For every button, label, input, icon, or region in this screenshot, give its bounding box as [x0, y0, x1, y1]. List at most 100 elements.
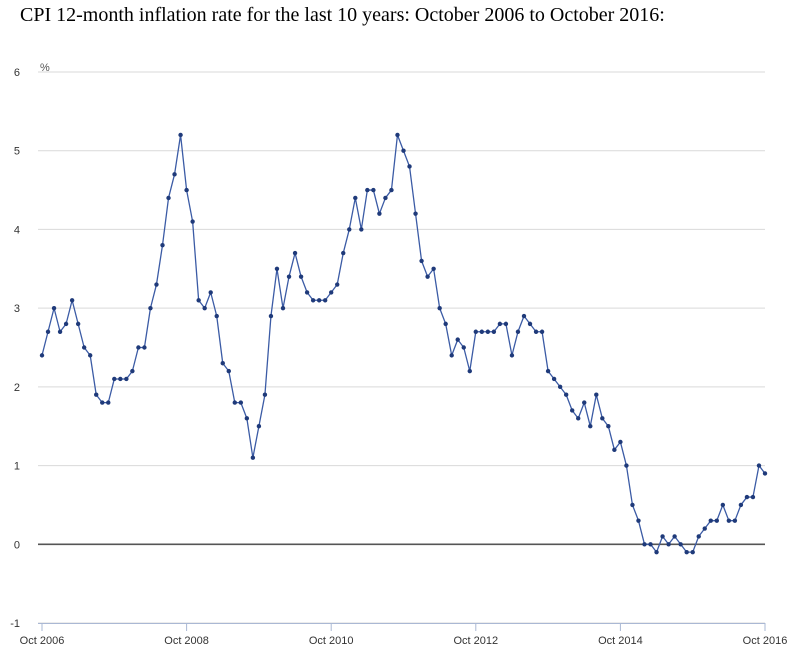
data-point: [383, 195, 388, 201]
data-point: [606, 424, 611, 429]
grid-lines: [38, 71, 765, 624]
data-point: [347, 227, 352, 232]
data-point: [557, 384, 563, 390]
data-point: [377, 211, 382, 216]
data-point: [262, 392, 268, 397]
data-point: [708, 518, 713, 523]
data-point: [148, 305, 153, 311]
chart-title: CPI 12-month inflation rate for the last…: [20, 4, 665, 26]
data-point: [762, 471, 768, 476]
data-point: [485, 329, 491, 334]
data-point: [726, 518, 732, 523]
data-point: [497, 321, 503, 327]
data-point: [244, 416, 250, 421]
data-point: [491, 329, 497, 334]
data-point: [39, 353, 45, 358]
data-point: [238, 400, 244, 405]
cpi-markers: [39, 132, 768, 555]
y-tick-label: 3: [14, 303, 20, 315]
data-point: [136, 345, 141, 350]
data-point: [479, 329, 485, 334]
data-point: [582, 400, 587, 405]
data-point: [690, 549, 695, 555]
data-point: [226, 368, 231, 374]
data-point: [130, 368, 135, 374]
data-point: [268, 313, 274, 319]
x-tick-label: Oct 2010: [309, 635, 354, 647]
data-point: [45, 329, 51, 334]
data-point: [298, 274, 304, 279]
data-point: [100, 400, 105, 405]
data-point: [401, 148, 406, 153]
cpi-series: [41, 134, 766, 553]
data-point: [51, 305, 57, 311]
y-tick-label: 5: [14, 146, 20, 158]
data-point: [630, 502, 635, 508]
data-point: [455, 337, 460, 342]
y-axis-labels: 6 5 4 3 2 1 0 -1%: [10, 62, 50, 630]
data-point: [594, 392, 599, 397]
data-point: [190, 219, 195, 224]
data-point: [443, 321, 448, 327]
data-point: [310, 298, 316, 303]
data-point: [588, 424, 593, 429]
data-point: [178, 132, 183, 138]
data-point: [274, 266, 280, 271]
data-point: [678, 542, 683, 547]
data-point: [515, 329, 521, 334]
y-tick-label: 4: [14, 224, 20, 236]
data-point: [250, 455, 256, 460]
data-point: [473, 329, 478, 334]
data-point: [232, 400, 237, 405]
data-point: [509, 353, 515, 358]
data-point: [112, 376, 117, 382]
data-point: [551, 376, 557, 382]
data-point: [124, 376, 129, 382]
data-point: [172, 172, 177, 177]
data-point: [389, 187, 394, 193]
y-tick-label: 1: [14, 461, 20, 473]
data-point: [208, 290, 213, 295]
data-point: [431, 266, 436, 271]
x-tick-label: Oct 2014: [598, 635, 643, 647]
data-point: [648, 542, 653, 547]
data-point: [322, 298, 328, 303]
data-point: [642, 542, 647, 547]
data-point: [660, 534, 665, 539]
data-point: [316, 298, 322, 303]
y-tick-label: 0: [14, 539, 20, 551]
data-point: [744, 494, 750, 500]
data-point: [533, 329, 539, 334]
data-point: [563, 392, 569, 397]
data-point: [63, 321, 69, 327]
data-point: [467, 368, 472, 374]
data-point: [672, 534, 677, 539]
data-point: [612, 447, 617, 453]
data-point: [714, 518, 719, 523]
data-point: [184, 187, 189, 193]
data-point: [220, 361, 225, 366]
data-point: [341, 250, 346, 256]
data-point: [720, 502, 726, 508]
data-point: [75, 321, 81, 327]
data-point: [503, 321, 509, 327]
data-point: [292, 250, 298, 256]
data-point: [636, 518, 641, 523]
data-point: [69, 298, 75, 303]
data-point: [154, 282, 159, 287]
data-point: [461, 345, 466, 350]
data-point: [576, 416, 581, 421]
data-point: [329, 290, 334, 295]
data-point: [750, 494, 756, 500]
data-point: [106, 400, 111, 405]
data-point: [202, 305, 207, 311]
data-point: [437, 305, 442, 311]
data-point: [88, 353, 93, 358]
y-tick-label: 6: [14, 67, 20, 79]
data-point: [196, 298, 201, 303]
data-point: [666, 542, 671, 547]
data-point: [521, 313, 527, 319]
y-axis-unit: %: [40, 62, 50, 74]
data-point: [142, 345, 147, 350]
